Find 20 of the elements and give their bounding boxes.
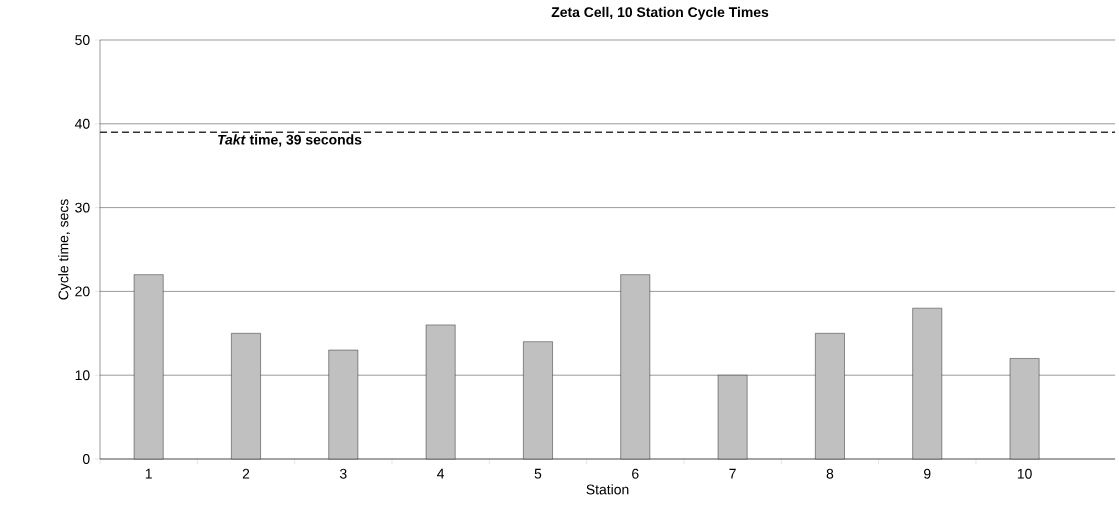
x-tick-label: 9 [924,468,931,479]
x-tick-label: 7 [729,468,736,479]
chart-title: Zeta Cell, 10 Station Cycle Times [551,6,769,20]
y-tick-label: 40 [74,118,90,129]
y-tick-label: 20 [75,286,90,297]
y-tick-label: 0 [82,454,90,464]
y-tick-label: 50 [75,35,90,45]
x-axis-title: Station [586,484,629,495]
y-tick-label: 10 [75,370,90,381]
x-tick-label: 3 [339,468,347,479]
ref-line-label: Takt time, 39 seconds [218,134,362,147]
x-tick-label: 5 [534,468,542,479]
x-tick-label: 1 [145,468,152,479]
x-tick-label: 8 [826,468,834,479]
x-tick-label: 10 [1017,468,1032,479]
x-tick-label: 2 [242,468,250,479]
x-tick-label: 4 [437,468,445,479]
y-axis-title: Cycle time, secs [58,199,72,300]
y-tick-label: 30 [75,202,90,213]
x-tick-label: 6 [632,468,639,479]
